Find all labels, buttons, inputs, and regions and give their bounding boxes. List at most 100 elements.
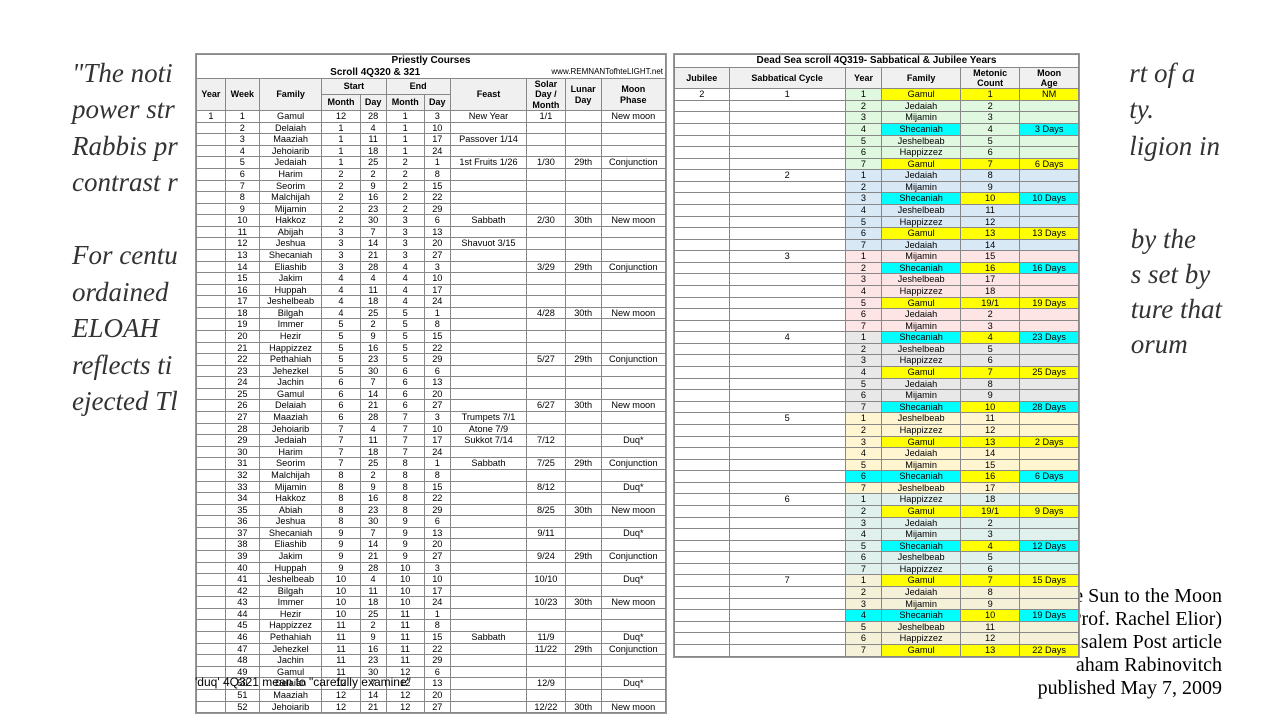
table-row: 41Shecaniah423 Days xyxy=(675,332,1079,344)
table-row: 2Happizzez12 xyxy=(675,424,1079,436)
table-row: 26Delaiah6216276/2730thNew moon xyxy=(197,400,666,412)
table-row: 7Happizzez6 xyxy=(675,563,1079,575)
footnote: 'duq' 4Q321 mean to "carefully examine" xyxy=(195,675,411,689)
table-row: 21Happizzez516522 xyxy=(197,342,666,354)
table-row: 7Mijamin3 xyxy=(675,320,1079,332)
table-row: 3Mijamin3 xyxy=(675,112,1079,124)
table-row: 23Jehezkel53066 xyxy=(197,365,666,377)
table-row: 35Abiah8238298/2530thNew moon xyxy=(197,504,666,516)
table-row: 6Jedaiah2 xyxy=(675,309,1079,321)
table-row: 6Harim2228 xyxy=(197,168,666,180)
table-row: 4Shecaniah1019 Days xyxy=(675,610,1079,622)
table-row: 11Gamul122813New Year1/1New moon xyxy=(197,111,666,123)
table-row: 4Gamul725 Days xyxy=(675,367,1079,379)
table-row: 19Immer5258 xyxy=(197,319,666,331)
table-row: 11Abijah37313 xyxy=(197,226,666,238)
table-row: 3Jeshelbeab17 xyxy=(675,274,1079,286)
table-row: 16Huppah411417 xyxy=(197,284,666,296)
table-row: 6Happizzez12 xyxy=(675,633,1079,645)
table-row: 20Hezir59515 xyxy=(197,331,666,343)
table-row: 31Mijamin15 xyxy=(675,251,1079,263)
table-row: 4Jehoiarib118124 xyxy=(197,145,666,157)
table-row: 14Eliashib328433/2929thConjunction xyxy=(197,261,666,273)
table-row: 3Shecaniah1010 Days xyxy=(675,193,1079,205)
table-row: 4Shecaniah43 Days xyxy=(675,123,1079,135)
table-row: 5Gamul19/119 Days xyxy=(675,297,1079,309)
table-row: 2Shecaniah1616 Days xyxy=(675,262,1079,274)
table-row: 2Jeshelbeab5 xyxy=(675,343,1079,355)
table-row: 51Jeshelbeab11 xyxy=(675,413,1079,425)
table-row: 38Eliashib914920 xyxy=(197,539,666,551)
table-row: 18Bilgah425514/2830thNew moon xyxy=(197,307,666,319)
table-row: 5Mijamin15 xyxy=(675,459,1079,471)
table-row: 7Gamul1322 Days xyxy=(675,644,1079,656)
table-row: 51Maaziah12141220 xyxy=(197,689,666,701)
table-row: 4Happizzez18 xyxy=(675,286,1079,298)
table-row: 31Seorim72581Sabbath7/2529thConjunction xyxy=(197,458,666,470)
table-row: 45Happizzez112118 xyxy=(197,620,666,632)
table-row: 2Delaiah14110 xyxy=(197,122,666,134)
table-row: 43Immer1018102410/2330thNew moon xyxy=(197,597,666,609)
table-row: 22Pethahiah5235295/2729thConjunction xyxy=(197,354,666,366)
table-row: 30Harim718724 xyxy=(197,446,666,458)
priestly-courses-table: Priestly CoursesScroll 4Q320 & 321 www.R… xyxy=(195,53,667,714)
table-row: 17Jeshelbeab418424 xyxy=(197,296,666,308)
bg-text-right: rt of aty.ligion in xyxy=(1129,55,1220,164)
table-row: 5Shecaniah412 Days xyxy=(675,540,1079,552)
table-row: 5Jeshelbeab5 xyxy=(675,135,1079,147)
table-row: 71Gamul715 Days xyxy=(675,575,1079,587)
table-row: 32Malchijah8288 xyxy=(197,469,666,481)
table-row: 7Jedaiah14 xyxy=(675,239,1079,251)
table-row: 47Jehezkel1116112211/2229thConjunction xyxy=(197,643,666,655)
table-row: 3Jedaiah2 xyxy=(675,517,1079,529)
table-row: 2Jedaiah8 xyxy=(675,587,1079,599)
table-row: 15Jakim44410 xyxy=(197,273,666,285)
table-row: 7Gamul76 Days xyxy=(675,158,1079,170)
table-row: 36Jeshua83096 xyxy=(197,516,666,528)
table-row: 5Jedaiah125211st Fruits 1/261/3029thConj… xyxy=(197,157,666,169)
table-row: 5Happizzez12 xyxy=(675,216,1079,228)
table-row: 27Maaziah62873Trumpets 7/1 xyxy=(197,412,666,424)
table-row: 48Jachin11231129 xyxy=(197,655,666,667)
table-row: 5Jedaiah8 xyxy=(675,378,1079,390)
table-row: 2Jedaiah2 xyxy=(675,100,1079,112)
table-row: 8Malchijah216222 xyxy=(197,192,666,204)
table-row: 12Jeshua314320Shavuot 3/15 xyxy=(197,238,666,250)
table-row: 40Huppah928103 xyxy=(197,562,666,574)
table-row: 41Jeshelbeab104101010/10Duq* xyxy=(197,574,666,586)
table-row: 211Gamul1NM xyxy=(675,89,1079,101)
table-row: 6Gamul1313 Days xyxy=(675,228,1079,240)
table-row: 29Jedaiah711717Sukkot 7/147/12Duq* xyxy=(197,435,666,447)
table-row: 7Jeshelbeab17 xyxy=(675,482,1079,494)
table-row: 13Shecaniah321327 xyxy=(197,249,666,261)
table-row: 6Mijamin9 xyxy=(675,390,1079,402)
table-row: 6Jeshelbeab5 xyxy=(675,552,1079,564)
table-row: 10Hakkoz23036Sabbath2/3030thNew moon xyxy=(197,215,666,227)
table-row: 4Jedaiah14 xyxy=(675,448,1079,460)
table-row: 3Mijamin9 xyxy=(675,598,1079,610)
table-row: 61Happizzez18 xyxy=(675,494,1079,506)
table-row: 3Happizzez6 xyxy=(675,355,1079,367)
table-row: 6Happizzez6 xyxy=(675,147,1079,159)
table-row: 3Maaziah111117Passover 1/14 xyxy=(197,134,666,146)
table-row: 7Shecaniah1028 Days xyxy=(675,401,1079,413)
table-row: 28Jehoiarib74710Atone 7/9 xyxy=(197,423,666,435)
table-row: 3Gamul132 Days xyxy=(675,436,1079,448)
table-row: 46Pethahiah1191115Sabbath11/9Duq* xyxy=(197,632,666,644)
table-row: 4Mijamin3 xyxy=(675,529,1079,541)
table-row: 44Hezir1025111 xyxy=(197,608,666,620)
table-row: 9Mijamin223229 xyxy=(197,203,666,215)
table-row: 21Jedaiah8 xyxy=(675,170,1079,182)
table-row: 42Bilgah10111017 xyxy=(197,585,666,597)
table-row: 34Hakkoz816822 xyxy=(197,493,666,505)
table-row: 6Shecaniah166 Days xyxy=(675,471,1079,483)
bg-text-left: "The notipower strRabbis prcontrast r Fo… xyxy=(72,55,178,419)
table-row: 5Jeshelbeab11 xyxy=(675,621,1079,633)
table-row: 2Gamul19/19 Days xyxy=(675,506,1079,518)
table-row: 33Mijamin898158/12Duq* xyxy=(197,481,666,493)
table-row: 7Seorim29215 xyxy=(197,180,666,192)
table-row: 2Mijamin9 xyxy=(675,181,1079,193)
table-row: 24Jachin67613 xyxy=(197,377,666,389)
sabbatical-jubilee-table: Dead Sea scroll 4Q319- Sabbatical & Jubi… xyxy=(673,53,1080,658)
table-row: 39Jakim9219279/2429thConjunction xyxy=(197,551,666,563)
